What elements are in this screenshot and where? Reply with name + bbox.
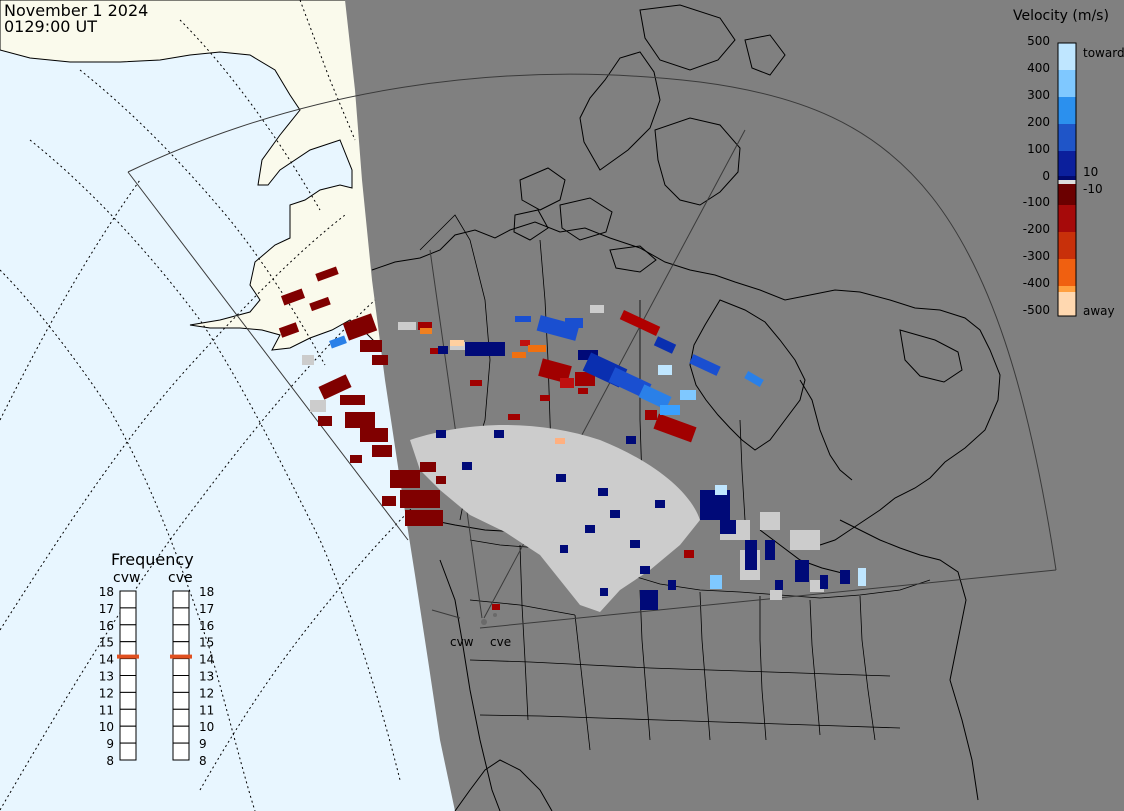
radar-label-cve: cve xyxy=(490,635,511,649)
velocity-cells-strong-away xyxy=(420,328,565,444)
legend-scale-label: -300 xyxy=(1023,249,1050,263)
frequency-bars xyxy=(117,590,192,761)
colorbar-segment-toward-100 xyxy=(1058,151,1076,176)
legend-scale-labels: 500400300200100100-10-100-200-300-400-50… xyxy=(1023,34,1103,317)
lat-lon-grid xyxy=(0,0,431,811)
legend-scale-label: 0 xyxy=(1042,169,1050,183)
time-label: 0129:00 UT xyxy=(4,17,97,36)
frequency-bar-cell xyxy=(172,675,190,693)
legend-scale-label: 10 xyxy=(1083,165,1098,179)
colorbar-segment-zero-band xyxy=(1058,180,1076,184)
frequency-bar-cell xyxy=(172,607,190,626)
frequency-marker-cve xyxy=(170,654,192,659)
colorbar-segment-toward-200 xyxy=(1058,124,1076,151)
legend-scale-label: 200 xyxy=(1027,115,1050,129)
legend-scale-label: -200 xyxy=(1023,222,1050,236)
frequency-tick-right: 11 xyxy=(199,703,214,717)
frequency-tick-left: 16 xyxy=(99,619,114,633)
frequency-tick-left: 10 xyxy=(99,720,114,734)
colorbar-segment-away-300 xyxy=(1058,259,1076,286)
frequency-tick-left: 9 xyxy=(106,737,114,751)
frequency-bar-cell xyxy=(119,742,137,761)
frequency-tick-right: 16 xyxy=(199,619,214,633)
night-region xyxy=(345,0,1124,811)
legend-scale-label: 500 xyxy=(1027,34,1050,48)
date-label: November 1 2024 xyxy=(4,1,148,20)
frequency-tick-left: 13 xyxy=(99,670,114,684)
frequency-marker-cvw xyxy=(117,654,139,659)
legend-toward-label: toward xyxy=(1083,46,1124,60)
frequency-bar-cell xyxy=(119,675,137,693)
legend-scale-label: -10 xyxy=(1083,182,1103,196)
frequency-tick-left: 12 xyxy=(99,686,114,700)
frequency-bar-cell xyxy=(119,658,137,676)
colorbar-segment-away-200 xyxy=(1058,232,1076,259)
frequency-tick-left: 18 xyxy=(99,585,114,599)
colorbar-segment-away-bottom xyxy=(1058,292,1076,316)
velocity-cells-away xyxy=(278,266,697,610)
legend-away-label: away xyxy=(1083,304,1115,318)
frequency-tick-labels: 18 18 17 17 16 16 15 15 14 14 13 13 12 12 11 11 10 10 9 9 8 8 xyxy=(99,585,215,768)
legend-scale-label: -500 xyxy=(1023,303,1050,317)
frequency-tick-left: 8 xyxy=(106,754,114,768)
frequency-bar-cell xyxy=(119,725,137,744)
frequency-tick-right: 18 xyxy=(199,585,214,599)
colorbar-segment-toward-400 xyxy=(1058,70,1076,97)
frequency-panel: Frequency cvw cve 18 18 17 17 16 16 15 15 14 14 13… xyxy=(99,550,215,768)
frequency-tick-left: 14 xyxy=(99,653,114,667)
frequency-radar-cve: cve xyxy=(168,570,193,586)
colorbar-segment-toward-300 xyxy=(1058,97,1076,124)
frequency-tick-right: 14 xyxy=(199,653,214,667)
radar-label-cvw: cvw xyxy=(450,635,474,649)
frequency-bar-cell xyxy=(172,725,190,744)
frequency-bar-cell xyxy=(172,624,190,643)
colorbar-segment-away-100 xyxy=(1058,205,1076,232)
frequency-tick-right: 17 xyxy=(199,602,214,616)
colorbar-segment-away-10 xyxy=(1058,184,1076,205)
radar-site-cvw xyxy=(481,619,487,625)
frequency-tick-left: 11 xyxy=(99,703,114,717)
colorbar-frame xyxy=(1057,42,1077,317)
legend-scale-label: 100 xyxy=(1027,142,1050,156)
frequency-tick-right: 12 xyxy=(199,686,214,700)
legend-title: Velocity (m/s) xyxy=(1013,8,1109,24)
frequency-bar-cell xyxy=(119,590,137,609)
velocity-cells-toward xyxy=(329,315,866,610)
radar-site-cve xyxy=(493,613,497,617)
frequency-tick-left: 17 xyxy=(99,602,114,616)
frequency-bar-cell xyxy=(172,708,190,727)
frequency-bar-cell xyxy=(119,607,137,626)
frequency-tick-left: 15 xyxy=(99,636,114,650)
frequency-bar-cell xyxy=(119,624,137,643)
legend-colorbar xyxy=(1057,42,1077,317)
colorbar-segment-toward-top xyxy=(1058,43,1076,63)
radar-sites: cvw cve xyxy=(450,613,511,649)
frequency-bar-cell xyxy=(172,691,190,710)
frequency-radar-cvw: cvw xyxy=(113,570,140,586)
frequency-bar-cell xyxy=(172,590,190,609)
frequency-bar-cell xyxy=(119,708,137,727)
colorbar-segment-toward-10 xyxy=(1058,176,1076,180)
frequency-tick-right: 9 xyxy=(199,737,207,751)
frequency-bar-cell xyxy=(119,691,137,710)
legend-scale-label: 400 xyxy=(1027,61,1050,75)
legend-scale-label: 300 xyxy=(1027,88,1050,102)
velocity-legend: Velocity (m/s) toward away 500 400 300 200 1… xyxy=(1013,8,1124,318)
frequency-bar-cell xyxy=(172,742,190,761)
frequency-tick-right: 15 xyxy=(199,636,214,650)
frequency-title: Frequency xyxy=(111,550,194,569)
frequency-tick-right: 8 xyxy=(199,754,207,768)
frequency-bar-cell xyxy=(172,658,190,676)
legend-scale-label: -100 xyxy=(1023,195,1050,209)
legend-scale-label: -400 xyxy=(1023,276,1050,290)
frequency-tick-right: 10 xyxy=(199,720,214,734)
frequency-tick-right: 13 xyxy=(199,670,214,684)
